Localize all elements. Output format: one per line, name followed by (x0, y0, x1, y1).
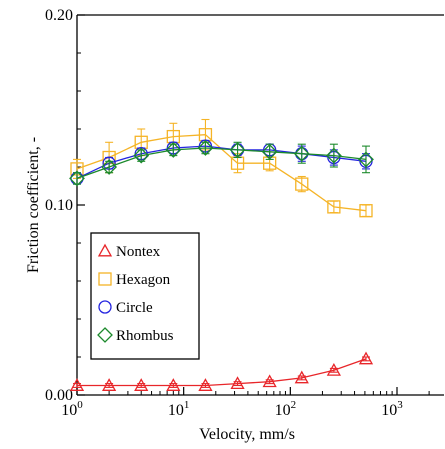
series-rhombus (69, 140, 374, 187)
legend-label: Hexagon (116, 272, 171, 288)
legend: Nontex Hexagon Circle Rhombus (90, 232, 200, 360)
triangle-marker (198, 378, 213, 391)
x-tick-label: 101 (168, 399, 190, 419)
triangle-marker (69, 378, 85, 391)
diamond-marker (293, 145, 310, 162)
triangle-marker (294, 370, 309, 384)
triangle-marker (166, 378, 181, 391)
series-nontex (69, 351, 374, 391)
series-line (76, 145, 367, 179)
triangle-marker (326, 362, 341, 376)
diamond-marker (197, 140, 214, 156)
diamond-marker (165, 141, 182, 158)
diamond-marker (261, 143, 278, 160)
diamond-marker (133, 147, 150, 164)
diamond-marker (229, 141, 246, 158)
square-marker (359, 204, 373, 218)
series-line (76, 147, 367, 180)
triangle-marker (134, 378, 149, 391)
diamond-marker (358, 151, 374, 168)
series-layer (69, 118, 374, 391)
legend-label: Nontex (116, 244, 161, 260)
diamond-marker (69, 170, 85, 187)
square-marker (295, 177, 309, 191)
legend-item-hexagon: Hexagon (98, 272, 171, 288)
y-tick-label: 0.00 (45, 387, 73, 404)
square-marker (327, 200, 341, 214)
diamond-marker (101, 159, 118, 175)
diamond-marker (97, 327, 113, 343)
triangle-marker (230, 376, 245, 390)
square-marker (98, 272, 112, 286)
series-line (76, 134, 367, 212)
diamond-marker (325, 147, 342, 164)
legend-label: Circle (116, 300, 153, 316)
legend-item-circle: Circle (98, 300, 153, 316)
series-line (77, 358, 367, 387)
plot-axes: 0.00 0.10 0.20 100 101 102 103 (45, 7, 444, 419)
y-tick-label: 0.10 (45, 197, 73, 214)
triangle-marker (97, 243, 113, 257)
x-tick-label: 100 (61, 399, 83, 419)
triangle-marker (102, 378, 117, 391)
y-axis-label: Friction coefficient, - (25, 137, 42, 273)
legend-item-rhombus: Rhombus (97, 327, 174, 344)
y-tick-label: 0.20 (45, 7, 73, 24)
legend-label: Rhombus (116, 328, 174, 344)
triangle-marker (262, 374, 277, 388)
x-tick-label: 103 (381, 399, 403, 419)
series-circle (70, 139, 373, 186)
circle-marker (98, 300, 112, 314)
triangle-marker (358, 351, 374, 365)
legend-item-nontex: Nontex (97, 243, 161, 260)
x-axis-label: Velocity, mm/s (199, 426, 295, 443)
x-tick-label: 102 (275, 399, 297, 419)
series-hexagon (70, 118, 373, 218)
